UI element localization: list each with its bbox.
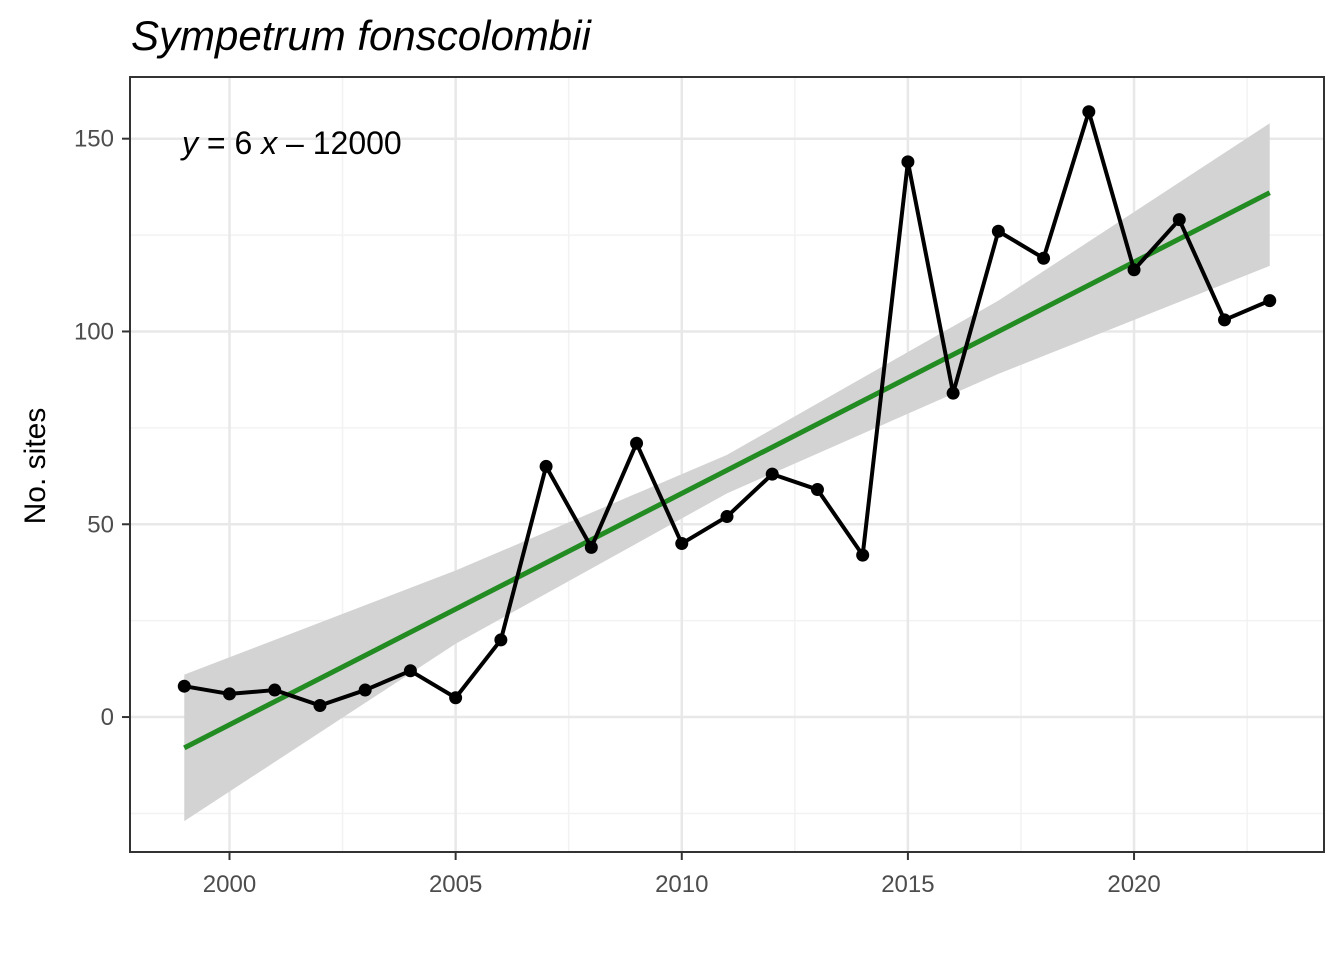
trend-line	[183, 190, 1271, 751]
data-point	[1037, 251, 1051, 265]
data-point	[810, 483, 824, 497]
regression-equation: y = 6 x – 12000	[180, 125, 402, 161]
series-layer	[177, 105, 1277, 712]
data-point	[449, 691, 463, 705]
x-tick-label: 2020	[1107, 871, 1160, 898]
data-point	[1263, 294, 1277, 308]
data-point	[630, 436, 644, 450]
panel-border	[129, 76, 1325, 853]
axis-layer: 2000 2005 2010 2015 2020 0 50 100 150	[74, 76, 1325, 898]
equation-y-variable: y	[180, 125, 200, 161]
data-point	[1172, 213, 1186, 227]
data-point	[313, 698, 327, 712]
data-point	[539, 459, 553, 473]
data-point	[1082, 105, 1096, 119]
trend-line-layer	[183, 190, 1271, 751]
data-point	[946, 386, 960, 400]
data-point	[403, 664, 417, 678]
data-point	[1218, 313, 1231, 327]
data-point	[223, 687, 236, 701]
data-point	[177, 679, 191, 693]
x-tick-label: 2015	[881, 871, 934, 898]
x-tick-label: 2000	[203, 871, 256, 898]
y-axis-title: No. sites	[19, 408, 52, 525]
data-point	[901, 155, 915, 169]
equation-x-variable: x	[259, 125, 278, 161]
data-point	[494, 633, 508, 647]
data-point	[856, 548, 870, 562]
chart-title: Sympetrum fonscolombii	[131, 12, 592, 59]
equation-slope: = 6	[198, 125, 261, 161]
x-tick-label: 2010	[655, 871, 708, 898]
x-tick-label: 2005	[429, 871, 482, 898]
data-point	[675, 537, 689, 551]
data-point	[584, 540, 598, 554]
data-point	[765, 467, 779, 481]
y-tick-label: 50	[87, 511, 114, 538]
data-point	[268, 683, 282, 697]
y-tick-label: 100	[74, 318, 114, 345]
data-point	[720, 510, 734, 524]
data-point	[991, 224, 1005, 238]
y-tick-label: 150	[74, 126, 114, 153]
equation-intercept: – 12000	[277, 125, 402, 161]
data-point	[1127, 263, 1141, 277]
data-point	[358, 683, 372, 697]
y-tick-label: 0	[101, 704, 114, 731]
